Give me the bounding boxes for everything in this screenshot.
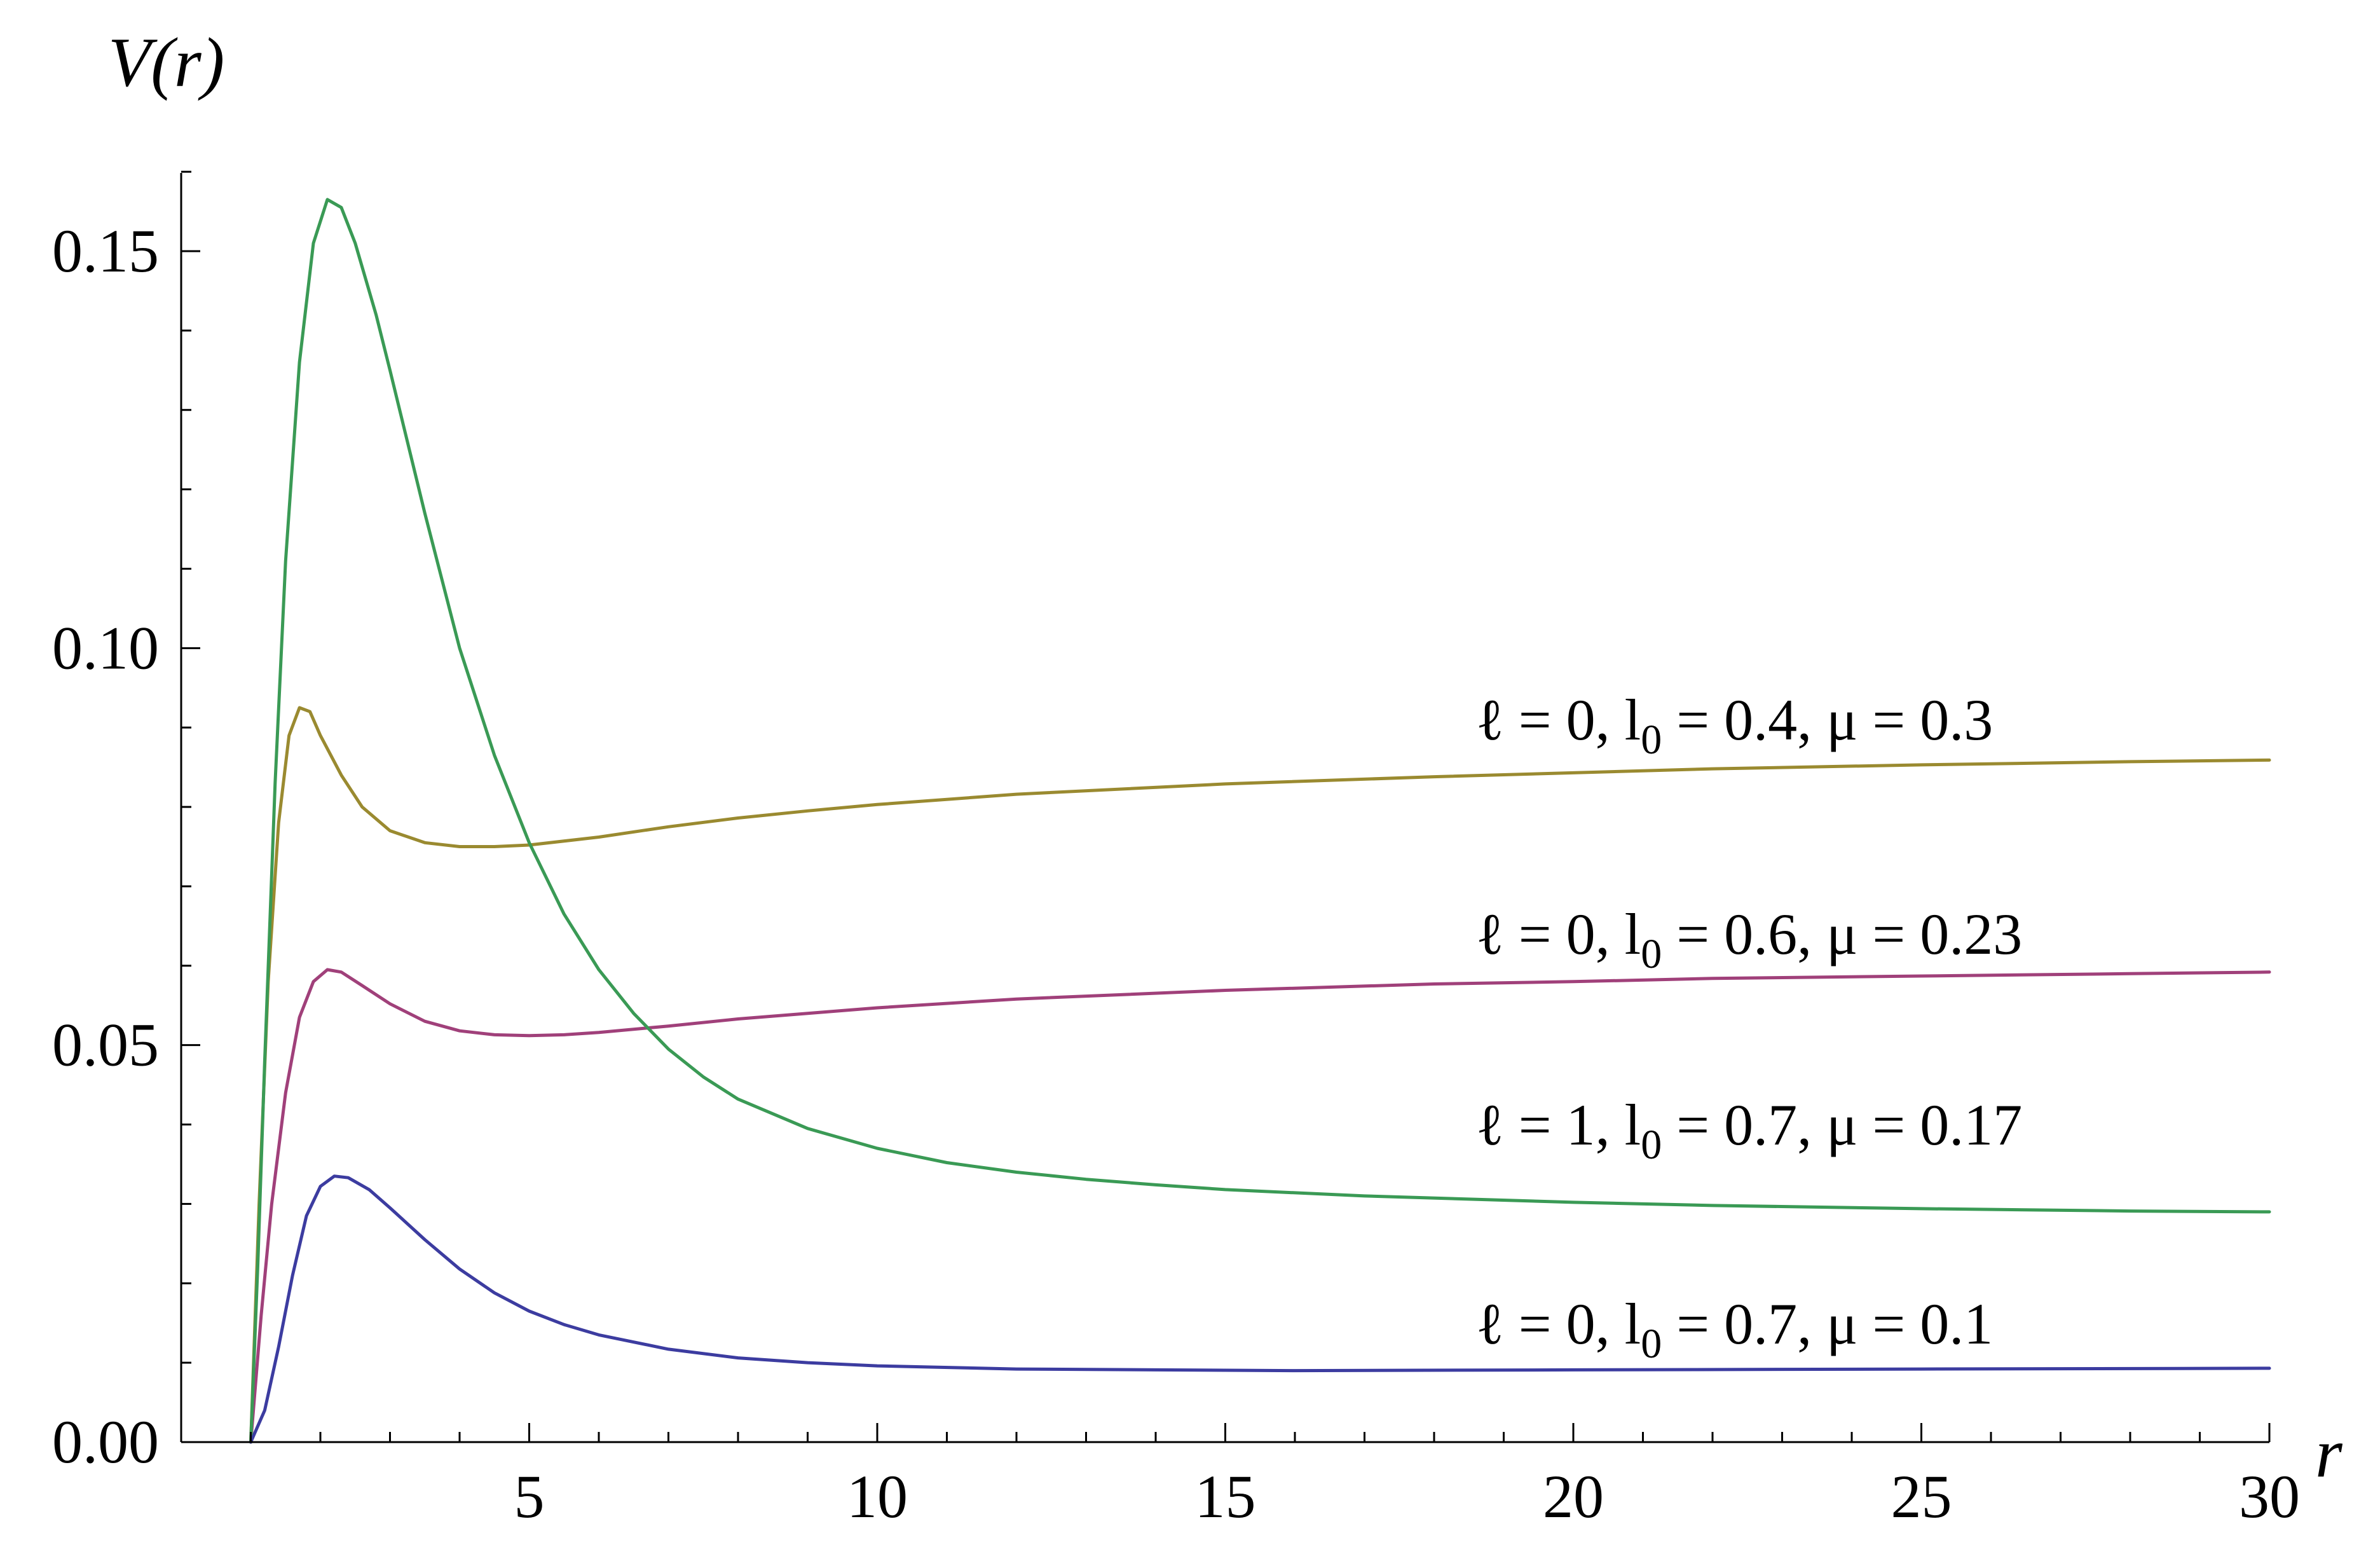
y-tick-label: 0.15 <box>52 217 159 285</box>
series-line-2 <box>249 968 2271 1444</box>
y-axis-title: V(r) <box>108 24 224 101</box>
series-label-3: ℓ = 1, l0 = 0.7, μ = 0.17 <box>1476 1092 2023 1168</box>
series-label-4: ℓ = 0, l0 = 0.7, μ = 0.1 <box>1476 1291 1994 1367</box>
series-layer <box>249 198 2271 1444</box>
series-line-4 <box>249 1174 2271 1444</box>
x-tick-label: 20 <box>1543 1462 1604 1530</box>
x-tick-label: 30 <box>2239 1462 2300 1530</box>
series-line-1 <box>249 706 2271 1444</box>
y-tick-label: 0.05 <box>52 1011 159 1079</box>
y-tick-label: 0.10 <box>52 614 159 682</box>
series-label-2: ℓ = 0, l0 = 0.6, μ = 0.23 <box>1476 902 2023 977</box>
x-axis-title: r <box>2315 1414 2343 1492</box>
y-tick-label: 0.00 <box>52 1408 159 1476</box>
series-label-1: ℓ = 0, l0 = 0.4, μ = 0.3 <box>1476 687 1994 763</box>
x-tick-label: 15 <box>1195 1462 1256 1530</box>
x-tick-label: 5 <box>514 1462 545 1530</box>
series-line-3 <box>249 198 2271 1444</box>
x-tick-label: 10 <box>847 1462 908 1530</box>
x-tick-label: 25 <box>1891 1462 1952 1530</box>
label-layer: ℓ = 0, l0 = 0.4, μ = 0.3 ℓ = 0, l0 = 0.6,… <box>1476 687 2023 1367</box>
axes-layer: 5 10 15 20 25 30 0.00 0.05 0.10 0.15 <box>52 170 2300 1530</box>
